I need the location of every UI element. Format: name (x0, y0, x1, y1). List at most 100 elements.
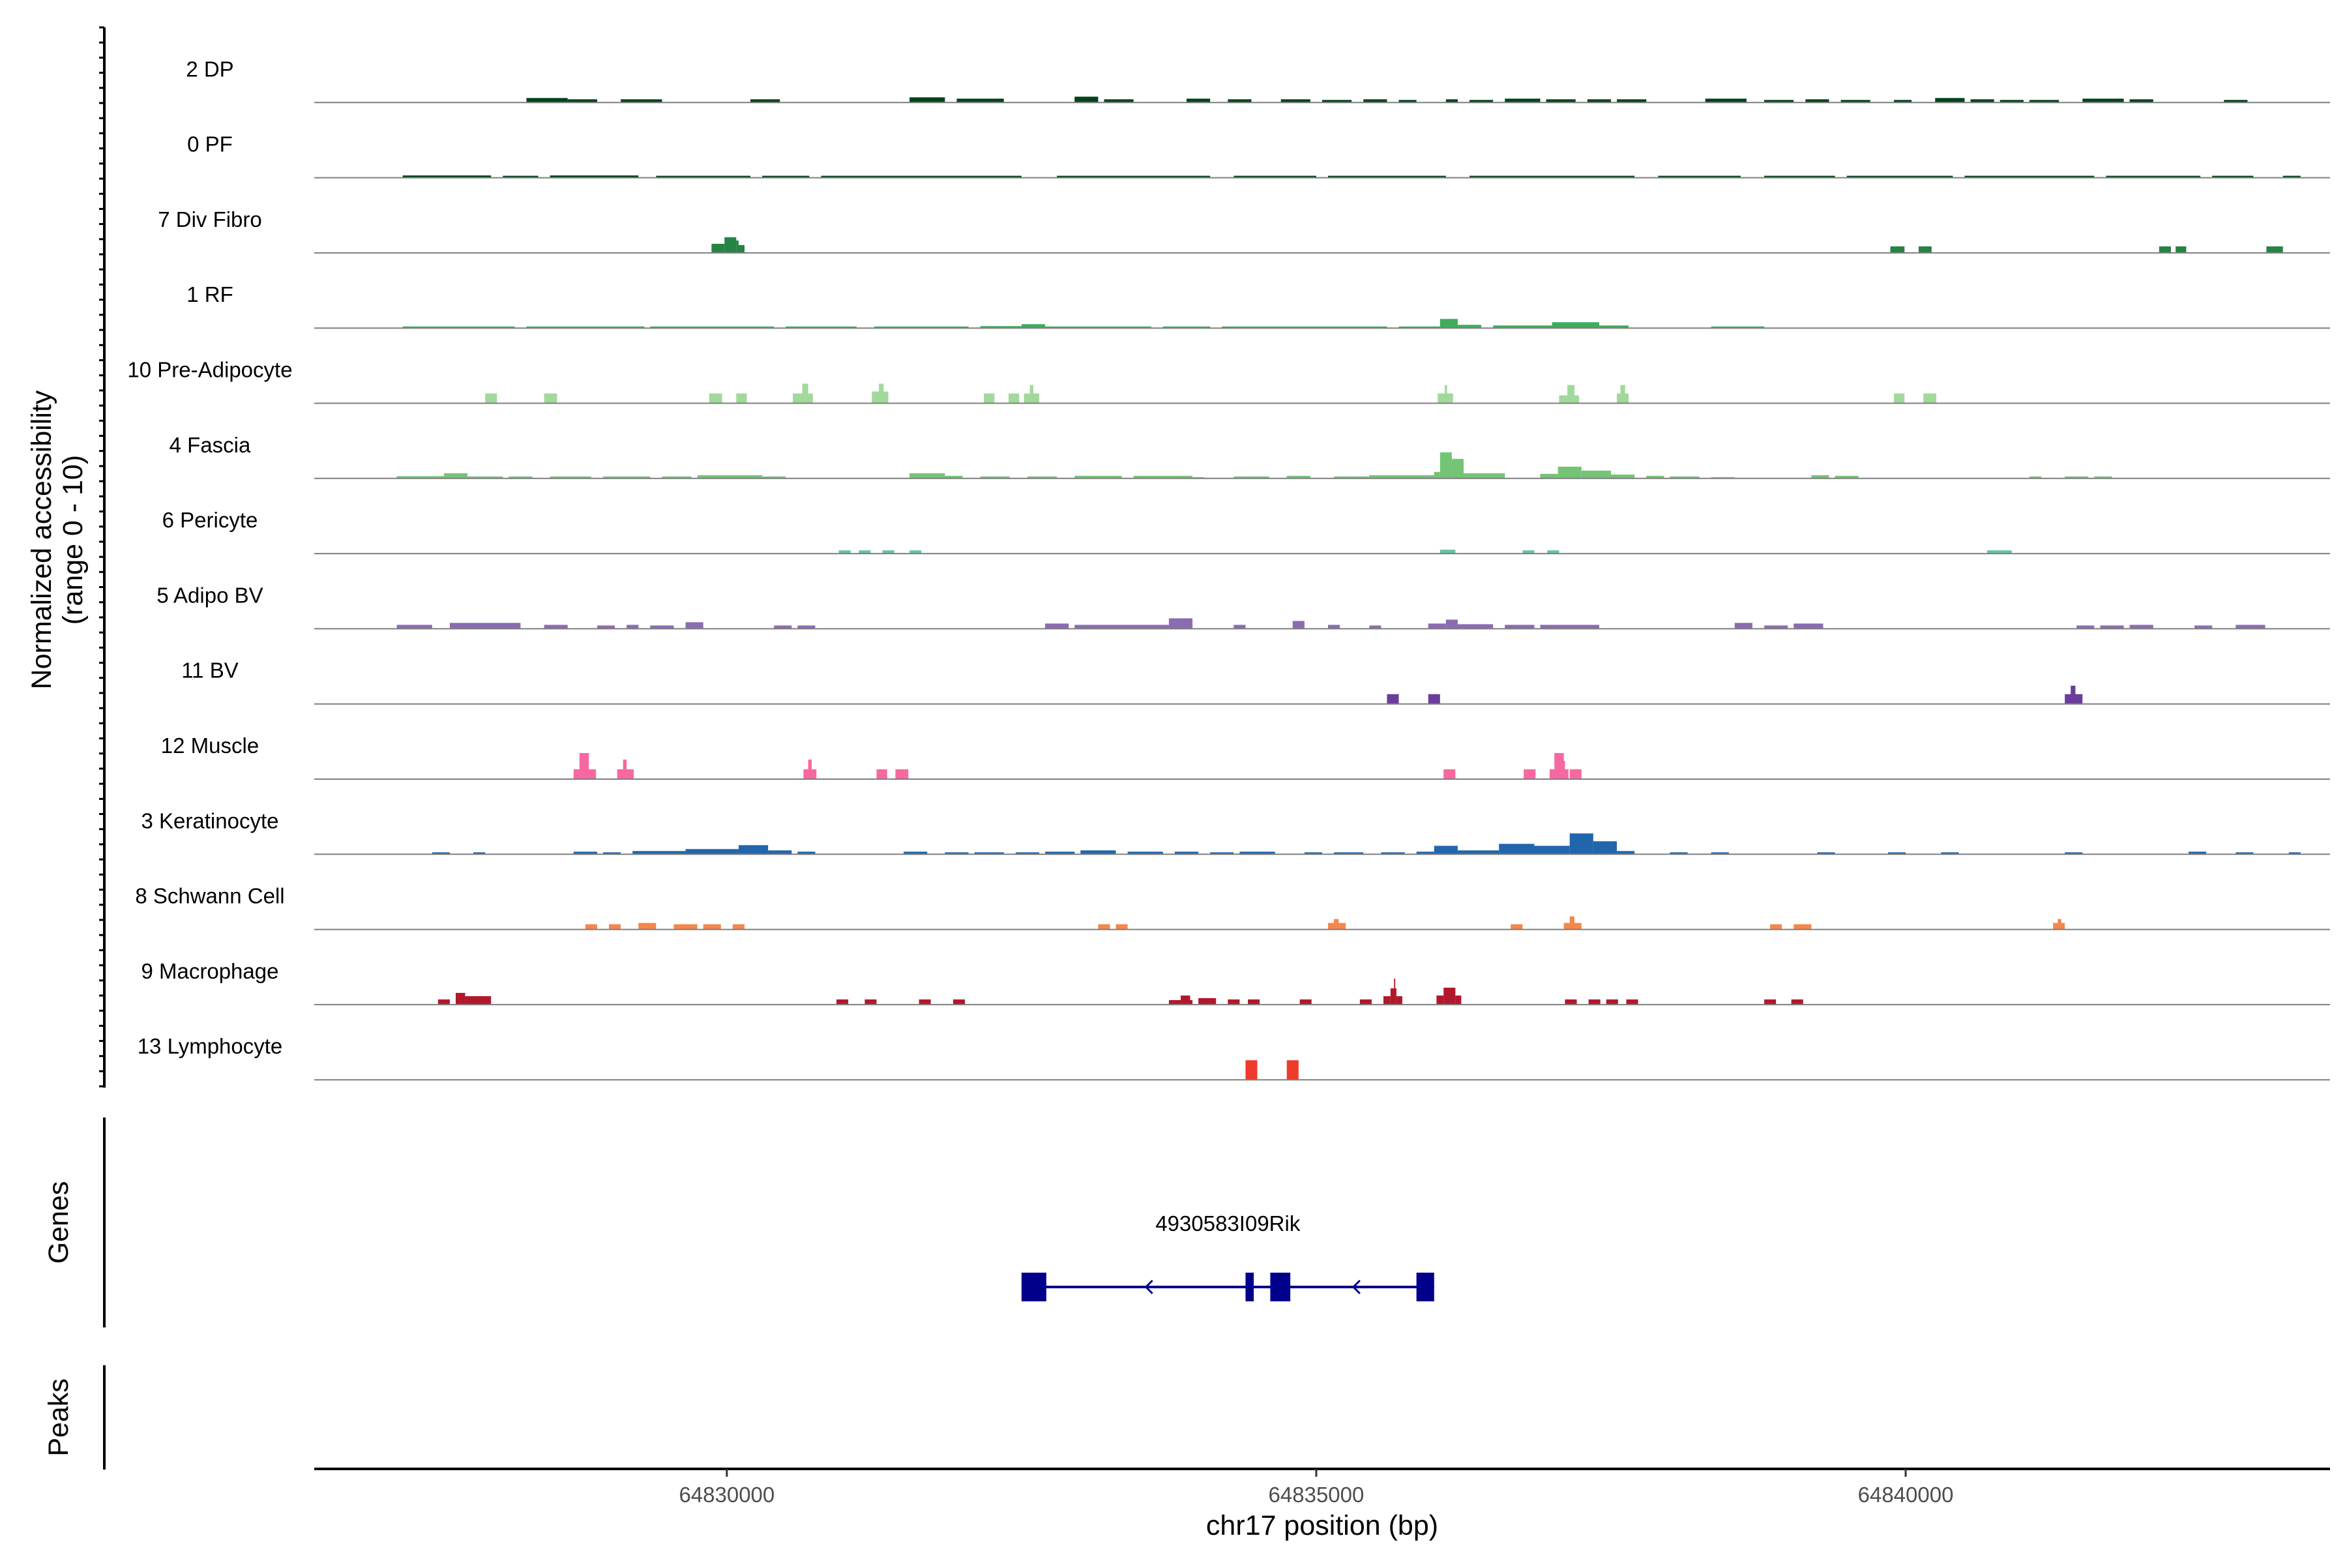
coverage-peak (1381, 852, 1405, 855)
coverage-peak (550, 175, 639, 178)
coverage-peak (859, 550, 871, 554)
coverage-peak (1569, 916, 1574, 930)
coverage-peak (1098, 924, 1110, 930)
coverage-peak (697, 475, 763, 479)
coverage-peak (1451, 458, 1464, 479)
coverage-peak (945, 852, 969, 855)
coverage-peak (1198, 998, 1217, 1005)
coverage-peak (1546, 99, 1576, 103)
coverage-peak (945, 475, 963, 479)
coverage-peak (909, 473, 945, 479)
coverage-peak (673, 924, 698, 930)
coverage-peak (1398, 326, 1440, 329)
coverage-peak (1463, 473, 1505, 479)
coverage-peak (650, 326, 775, 329)
coverage-peak (1941, 852, 1959, 855)
coverage-peak (597, 625, 615, 629)
coverage-peak (879, 383, 884, 404)
coverage-peak (465, 996, 492, 1005)
coverage-peak (550, 476, 591, 479)
coverage-peak (736, 240, 739, 253)
coverage-peak (797, 851, 816, 855)
coverage-peak (1443, 769, 1456, 779)
coverage-peak (1552, 322, 1599, 329)
coverage-peak (1455, 995, 1462, 1005)
coverage-peak (1547, 550, 1559, 554)
coverage-peak (1286, 1060, 1299, 1080)
coverage-peak (1457, 624, 1494, 629)
genes-panel: Genes 4930583I09Rik (43, 1117, 1434, 1327)
coverage-peak (2000, 100, 2024, 103)
coverage-peak (709, 393, 722, 404)
track-8-schwann-cell: 8 Schwann Cell (135, 884, 2330, 930)
track-label: 2 DP (186, 57, 233, 81)
coverage-peak (1383, 996, 1391, 1005)
coverage-peak (1970, 99, 1994, 103)
coverage-peak (2094, 476, 2112, 479)
coverage-peak (1493, 325, 1552, 329)
coverage-peak (762, 476, 786, 479)
coverage-peak (1617, 851, 1635, 855)
coverage-peak (443, 473, 468, 479)
coverage-peak (1599, 325, 1629, 329)
coverage-peak (1887, 852, 1906, 855)
coverage-peak (919, 999, 931, 1005)
coverage-peak (1439, 550, 1456, 554)
gene-model (1021, 1273, 1434, 1301)
coverage-peak (573, 851, 597, 855)
coverage-peak (802, 383, 808, 404)
gene-strand-arrow (1144, 1279, 1153, 1295)
x-axis: 64830000 64835000 64840000 chr17 position … (314, 1468, 2330, 1541)
coverage-peak (1581, 470, 1612, 479)
track-label: 9 Macrophage (141, 959, 279, 983)
coverage-peak (2224, 100, 2248, 103)
coverage-peak (909, 550, 922, 554)
gene-exon (1245, 1273, 1254, 1301)
coverage-peak (1239, 851, 1275, 855)
coverage-peak (1705, 98, 1747, 103)
coverage-peak (585, 924, 597, 930)
track-label: 13 Lymphocyte (138, 1034, 283, 1058)
track-label: 10 Pre-Adipocyte (127, 358, 292, 382)
coverage-peak (956, 98, 1004, 103)
coverage-peak (1021, 324, 1046, 329)
coverage-peak (1359, 999, 1372, 1005)
coverage-peak (2159, 246, 2171, 253)
coverage-peak (1588, 999, 1601, 1005)
coverage-peak (1045, 851, 1075, 855)
coverage-peak (703, 924, 721, 930)
coverage-peak (2076, 625, 2095, 629)
coverage-peak (2082, 98, 2124, 103)
track-10-pre-adipocyte: 10 Pre-Adipocyte (127, 358, 2330, 404)
coverage-peak (1328, 625, 1340, 629)
coverage-peak (1027, 476, 1057, 479)
coverage-peak (1398, 100, 1417, 103)
coverage-peak (1445, 385, 1447, 404)
coverage-peak (2288, 852, 2301, 855)
coverage-peak (1540, 473, 1558, 479)
accessibility-axis-label-line1: Normalized accessibility (26, 390, 57, 689)
track-4-fascia: 4 Fascia (170, 433, 2330, 479)
coverage-peak (1057, 175, 1211, 178)
coverage-peak (1299, 999, 1312, 1005)
track-6-pericyte: 6 Pericyte (162, 508, 2330, 555)
coverage-peak (1428, 623, 1446, 629)
coverage-peak (544, 393, 557, 404)
coverage-peak (509, 476, 533, 479)
x-tick-label: 64835000 (1269, 1483, 1365, 1507)
accessibility-axis (99, 26, 106, 1088)
coverage-peak (1561, 761, 1565, 779)
coverage-peak (984, 393, 995, 404)
coverage-peak (1567, 385, 1574, 404)
coverage-peak (1434, 471, 1440, 479)
track-2-dp: 2 DP (186, 57, 2330, 104)
coverage-peak (2106, 175, 2201, 178)
coverage-tracks: 2 DP 0 PF 7 Div Fibro 1 RF 10 Pre-Adipocyte 4… (127, 57, 2330, 1081)
coverage-peak (2266, 246, 2283, 253)
coverage-peak (1587, 99, 1612, 103)
peaks-axis-label: Peaks (43, 1378, 74, 1457)
coverage-peak (638, 923, 657, 930)
coverage-peak (1569, 833, 1593, 855)
track-5-adipo-bv: 5 Adipo BV (156, 583, 2330, 630)
coverage-peak (1428, 694, 1440, 704)
